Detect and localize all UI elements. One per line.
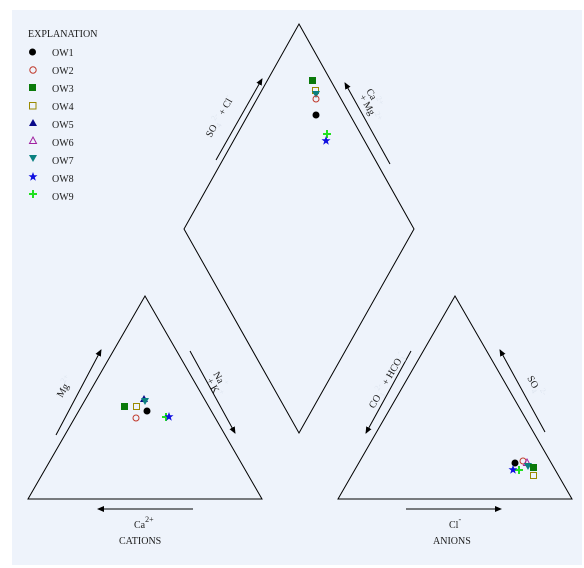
legend-label-ow6: OW6 <box>52 138 74 149</box>
legend-marker-ow1 <box>29 48 37 56</box>
svg-text:Mg2+: Mg2+ <box>52 372 76 399</box>
legend-marker-ow6 <box>28 135 38 144</box>
legend-marker-ow9 <box>29 190 37 198</box>
point-ow4-cation <box>133 403 140 410</box>
point-ow7-cation <box>141 398 149 405</box>
point-ow8-anion <box>508 465 518 474</box>
diamond-points <box>309 77 331 145</box>
legend-marker-ow3 <box>29 84 36 91</box>
legend-label-ow5: OW5 <box>52 120 74 131</box>
cation-triangle <box>27 294 263 500</box>
diamond-outline <box>183 22 415 435</box>
point-ow3-cation <box>121 403 128 410</box>
legend-label-ow3: OW3 <box>52 84 74 95</box>
anion-title: ANIONS <box>433 536 471 547</box>
legend-label-ow2: OW2 <box>52 66 74 77</box>
plot-panel <box>12 10 582 565</box>
point-ow8-cation <box>164 412 174 421</box>
anion-triangle <box>337 294 573 500</box>
legend-label-ow4: OW4 <box>52 102 74 113</box>
legend-marker-ow4 <box>29 102 37 110</box>
point-ow1-anion <box>511 459 519 467</box>
point-ow4-anion <box>530 472 537 479</box>
legend-marker-ow2 <box>29 66 37 74</box>
legend-marker-ow7 <box>29 155 37 162</box>
diamond-left-axis-label: SO42-+ Cl- <box>201 92 239 140</box>
point-ow7-diamond <box>312 91 320 98</box>
anion-co3-hco3-axis-label: CO32-+ HCO3- <box>364 349 410 412</box>
cation-points <box>121 395 174 422</box>
anion-so4-axis-label: SO42- <box>523 372 550 401</box>
legend: EXPLANATION OW1 OW2 OW3 OW4 OW5 OW6 OW7 … <box>28 29 97 203</box>
svg-text:Ca2++ Mg2+: Ca2++ Mg2+ <box>356 85 393 125</box>
svg-text:CO32-+ HCO3-: CO32-+ HCO3- <box>364 349 410 412</box>
point-ow3-diamond <box>309 77 316 84</box>
arrow-cation-left <box>55 349 102 436</box>
cation-na-k-axis-label: Na++ K+ <box>203 368 235 400</box>
legend-label-ow7: OW7 <box>52 156 74 167</box>
point-ow2-cation <box>132 414 140 422</box>
point-ow9-diamond <box>323 130 331 138</box>
arrow-diamond-right <box>344 82 391 165</box>
legend-marker-ow8 <box>28 172 38 181</box>
cation-title: CATIONS <box>119 536 161 547</box>
point-ow8-diamond <box>321 136 331 145</box>
arrow-anion-left <box>365 350 412 434</box>
anion-points <box>508 457 537 479</box>
diamond-right-axis-label: Ca2++ Mg2+ <box>356 85 393 125</box>
svg-text:SO42-: SO42- <box>523 372 550 401</box>
point-ow2-diamond <box>312 95 320 103</box>
cation-mg-axis-label: Mg2+ <box>52 372 76 399</box>
legend-label-ow9: OW9 <box>52 192 74 203</box>
legend-marker-ow5 <box>29 119 37 126</box>
point-ow1-diamond <box>312 111 320 119</box>
arrow-diamond-left <box>215 78 263 161</box>
point-ow3-anion <box>530 464 537 471</box>
svg-text:Na++ K+: Na++ K+ <box>203 368 235 400</box>
svg-text:SO42-+ Cl-: SO42-+ Cl- <box>201 92 239 140</box>
point-ow1-cation <box>143 407 151 415</box>
anion-cl-axis-label: Cl- <box>449 515 461 531</box>
legend-label-ow1: OW1 <box>52 48 74 59</box>
arrow-cation-right <box>189 350 236 434</box>
legend-title: EXPLANATION <box>28 29 97 40</box>
cation-ca-axis-label: Ca2+ <box>134 515 154 531</box>
point-ow9-anion <box>515 466 523 474</box>
arrow-anion-right <box>499 349 546 433</box>
legend-label-ow8: OW8 <box>52 174 74 185</box>
